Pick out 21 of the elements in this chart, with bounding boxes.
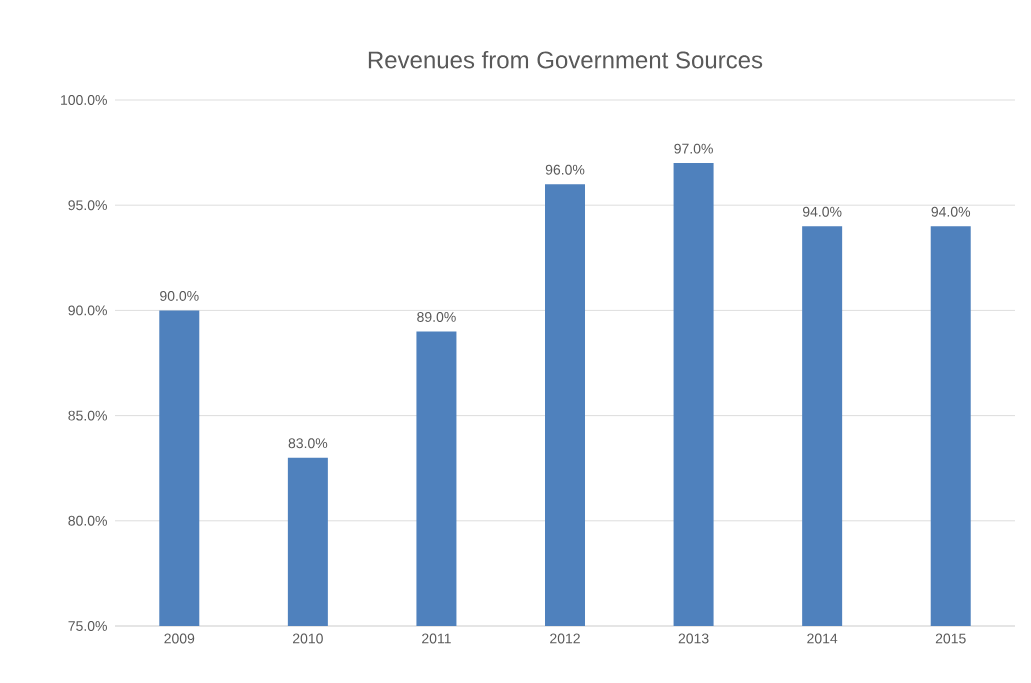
y-tick-label: 80.0% bbox=[68, 515, 107, 526]
x-tick-label: 2014 bbox=[807, 633, 838, 644]
data-label: 97.0% bbox=[674, 143, 713, 154]
x-tick-label: 2015 bbox=[935, 633, 966, 644]
y-tick-label: 90.0% bbox=[68, 305, 107, 316]
data-label: 83.0% bbox=[288, 438, 328, 449]
y-tick-label: 85.0% bbox=[68, 410, 107, 421]
x-tick-label: 2011 bbox=[422, 633, 451, 644]
data-label: 89.0% bbox=[417, 312, 456, 322]
x-tick-label: 2010 bbox=[292, 633, 323, 644]
data-label: 96.0% bbox=[545, 164, 585, 175]
x-tick-label: 2013 bbox=[678, 633, 709, 644]
x-tick-label: 2012 bbox=[550, 633, 580, 644]
y-tick-label: 95.0% bbox=[68, 200, 107, 211]
chart-title: Revenues from Government Sources bbox=[368, 50, 763, 69]
y-tick-label: 100.0% bbox=[61, 95, 107, 105]
data-label: 90.0% bbox=[160, 290, 199, 301]
data-label: 94.0% bbox=[802, 206, 842, 217]
data-label: 94.0% bbox=[931, 206, 971, 217]
y-tick-label: 75.0% bbox=[68, 621, 107, 631]
x-tick-label: 2009 bbox=[164, 633, 195, 644]
